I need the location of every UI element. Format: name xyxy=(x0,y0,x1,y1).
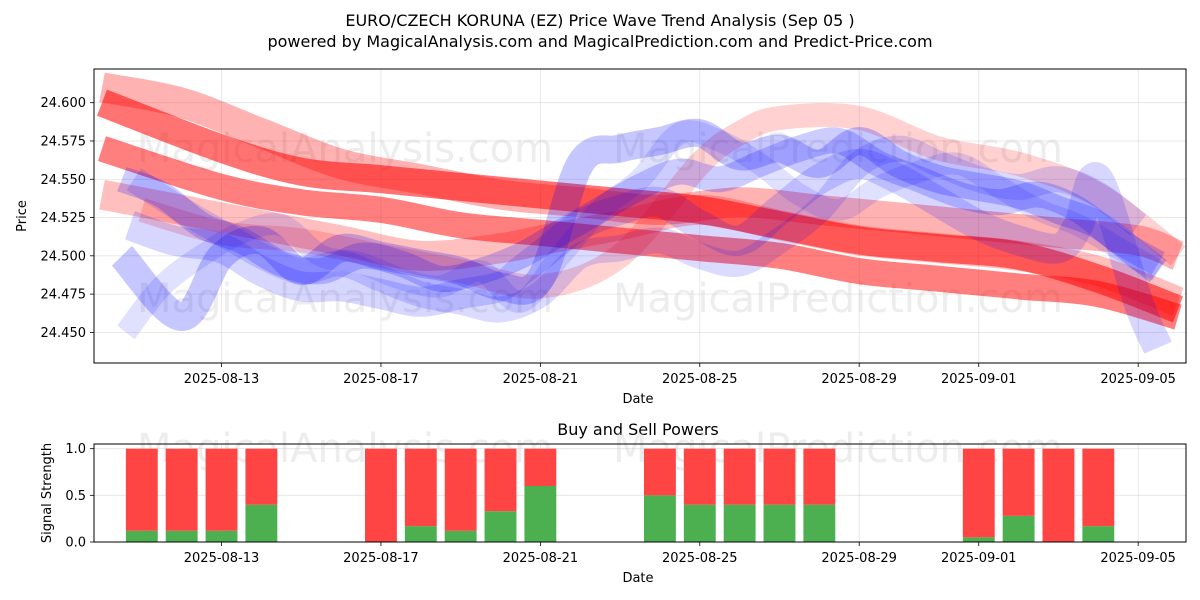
main-y-axis-label: Price xyxy=(15,200,30,232)
buy-bar xyxy=(643,495,676,542)
sub-axes-frame xyxy=(93,443,1187,543)
series-blue-wave-2 xyxy=(117,127,1165,292)
sub-x-tick-label: 2025-08-29 xyxy=(821,551,897,566)
main-y-tick-label: 24.550 xyxy=(41,173,87,188)
main-x-tick-label: 2025-09-01 xyxy=(941,372,1017,387)
main-x-tick-label: 2025-08-25 xyxy=(662,372,738,387)
sell-bar xyxy=(484,448,517,512)
main-x-tick-label: 2025-08-21 xyxy=(503,372,579,387)
sub-y-tick-label: 1.0 xyxy=(65,442,86,457)
main-axes-frame xyxy=(93,68,1187,364)
sell-bar xyxy=(125,448,158,531)
buy-bar xyxy=(683,504,716,542)
main-y-tick-label: 24.575 xyxy=(41,134,87,149)
sell-bar xyxy=(1002,448,1035,516)
sub-y-tick-label: 0.0 xyxy=(65,536,86,551)
buy-bar xyxy=(723,504,756,542)
main-ticks: 2025-08-13 2025-08-17 2025-08-21 2025-08-25… xyxy=(41,96,1176,387)
wave-lines xyxy=(97,72,1186,354)
sub-x-tick-label: 2025-08-21 xyxy=(503,551,579,566)
main-y-tick-label: 24.600 xyxy=(41,96,87,111)
main-x-tick-label: 2025-09-05 xyxy=(1100,372,1176,387)
main-x-axis-label: Date xyxy=(622,392,653,407)
sell-bar xyxy=(962,448,995,538)
series-blue-wave-1 xyxy=(111,118,1167,332)
main-y-tick-label: 24.525 xyxy=(41,211,87,226)
buy-bar xyxy=(803,504,836,542)
sell-bar xyxy=(723,448,756,505)
buy-bar xyxy=(125,530,158,542)
sub-x-tick-label: 2025-08-25 xyxy=(662,551,738,566)
main-x-tick-label: 2025-08-17 xyxy=(343,372,419,387)
main-y-tick-label: 24.450 xyxy=(41,326,87,341)
series-red-wave-1 xyxy=(97,89,1184,323)
chart-subtitle: powered by MagicalAnalysis.com and Magic… xyxy=(267,32,932,51)
sub-x-tick-label: 2025-08-17 xyxy=(343,551,419,566)
series-red-wave-5 xyxy=(138,103,1186,299)
sell-bar xyxy=(1082,448,1115,527)
sell-bar xyxy=(803,448,836,505)
series-blue-wave-3 xyxy=(124,148,1172,354)
buy-bar xyxy=(205,530,238,542)
price-wave-chart: MagicalAnalysis.com MagicalPrediction.co… xyxy=(15,68,1187,407)
sell-bar xyxy=(1042,448,1075,542)
buy-bar xyxy=(763,504,796,542)
sell-bar xyxy=(643,448,676,496)
buy-bar xyxy=(962,537,995,542)
sub-x-tick-label: 2025-09-01 xyxy=(941,551,1017,566)
sell-bar xyxy=(165,448,198,531)
buy-sell-chart: Buy and Sell Powers MagicalAnalysis.com … xyxy=(40,420,1187,586)
buy-sell-bars xyxy=(125,448,1115,542)
buy-bar xyxy=(245,504,278,542)
buy-bar xyxy=(484,511,517,542)
sub-y-axis-label: Signal Strength xyxy=(40,443,55,543)
watermark-prediction-sub: MagicalPrediction.com xyxy=(613,426,1063,472)
series-red-wave-2 xyxy=(98,136,1182,330)
buy-bar xyxy=(404,526,437,542)
sub-y-tick-label: 0.5 xyxy=(65,489,86,504)
chart-title: EURO/CZECH KORUNA (EZ) Price Wave Trend … xyxy=(345,11,854,30)
series-red-wave-4 xyxy=(99,179,1184,316)
series-blue-wave-5 xyxy=(117,120,1164,340)
sell-bar xyxy=(404,448,437,527)
buy-bar xyxy=(1002,515,1035,542)
main-x-tick-label: 2025-08-29 xyxy=(821,372,897,387)
sub-x-axis-label: Date xyxy=(622,571,653,586)
main-y-tick-label: 24.500 xyxy=(41,249,87,264)
buy-bar xyxy=(444,530,477,542)
sell-bar xyxy=(763,448,796,505)
sub-x-tick-label: 2025-08-13 xyxy=(184,551,260,566)
main-y-tick-label: 24.475 xyxy=(41,288,87,303)
buy-bar xyxy=(165,530,198,542)
sell-bar xyxy=(444,448,477,531)
sell-bar xyxy=(205,448,238,531)
series-red-wave-3 xyxy=(99,72,1184,270)
buy-bar xyxy=(1082,526,1115,542)
watermark-analysis-bottom: MagicalAnalysis.com xyxy=(137,276,553,322)
sell-bar xyxy=(365,448,397,542)
sub-x-tick-label: 2025-09-05 xyxy=(1100,551,1176,566)
sub-ticks: 2025-08-13 2025-08-17 2025-08-21 2025-08-25… xyxy=(65,442,1176,566)
watermark-prediction-top: MagicalPrediction.com xyxy=(613,126,1063,172)
sell-bar xyxy=(524,448,557,486)
sell-bar xyxy=(245,448,278,505)
buy-bar xyxy=(524,486,557,542)
sell-bar xyxy=(683,448,716,505)
main-x-tick-label: 2025-08-13 xyxy=(184,372,260,387)
buy-sell-title: Buy and Sell Powers xyxy=(557,420,719,439)
series-blue-wave-4 xyxy=(126,135,1147,323)
